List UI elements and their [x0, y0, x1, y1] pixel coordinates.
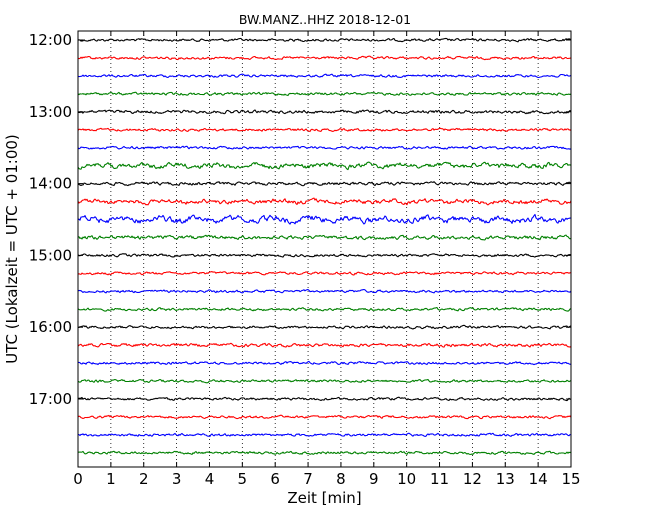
x-tick-label: 13	[496, 470, 515, 488]
trace-line	[77, 253, 572, 258]
trace-line	[77, 161, 572, 171]
trace-line	[77, 181, 572, 187]
trace-line	[77, 342, 572, 348]
x-tick-label: 2	[139, 470, 149, 488]
y-axis-label: UTC (Lokalzeit = UTC + 01:00)	[3, 134, 21, 364]
x-tick-label: 4	[205, 470, 215, 488]
x-tick-label: 15	[561, 470, 580, 488]
y-tick-label: 17:00	[29, 390, 72, 408]
trace-line	[77, 109, 572, 115]
trace-line	[77, 145, 572, 150]
x-tick-label: 5	[238, 470, 248, 488]
x-tick-label: 9	[369, 470, 379, 488]
chart-title: BW.MANZ..HHZ 2018-12-01	[239, 12, 411, 27]
trace-line	[77, 91, 572, 97]
vertical-grid	[110, 31, 539, 467]
trace-line	[77, 127, 572, 133]
x-tick-label: 0	[73, 470, 83, 488]
axis-ticks: 0 1 2 3 4 5 6 7 8 9 10 11 12 13 14 1512:0013:0014:0015:…	[29, 31, 581, 488]
trace-line	[77, 306, 572, 312]
x-axis-label: Zeit [min]	[287, 489, 361, 507]
trace-line	[77, 213, 571, 225]
trace-line	[77, 37, 572, 43]
x-tick-label: 7	[303, 470, 313, 488]
x-tick-label: 12	[463, 470, 482, 488]
trace-line	[77, 271, 572, 276]
y-tick-label: 14:00	[29, 175, 72, 193]
trace-line	[77, 450, 572, 455]
y-tick-label: 15:00	[29, 246, 72, 264]
trace-line	[77, 396, 572, 402]
plot-frame	[77, 30, 572, 468]
y-tick-label: 12:00	[29, 31, 72, 49]
trace-line	[77, 378, 572, 384]
y-tick-label: 13:00	[29, 103, 72, 121]
trace-group	[77, 37, 572, 455]
x-tick-label: 11	[430, 470, 449, 488]
trace-line	[77, 197, 572, 206]
x-tick-label: 8	[336, 470, 346, 488]
trace-line	[77, 73, 572, 79]
x-tick-label: 6	[270, 470, 280, 488]
x-tick-label: 14	[529, 470, 548, 488]
y-tick-label: 16:00	[29, 318, 72, 336]
x-tick-label: 3	[172, 470, 182, 488]
trace-line	[77, 414, 572, 420]
trace-line	[77, 55, 572, 61]
trace-line	[77, 432, 572, 437]
trace-line	[77, 288, 572, 294]
trace-line	[78, 324, 572, 330]
trace-line	[77, 234, 572, 241]
x-tick-label: 1	[106, 470, 116, 488]
trace-line	[78, 360, 572, 366]
x-tick-label: 10	[397, 470, 416, 488]
